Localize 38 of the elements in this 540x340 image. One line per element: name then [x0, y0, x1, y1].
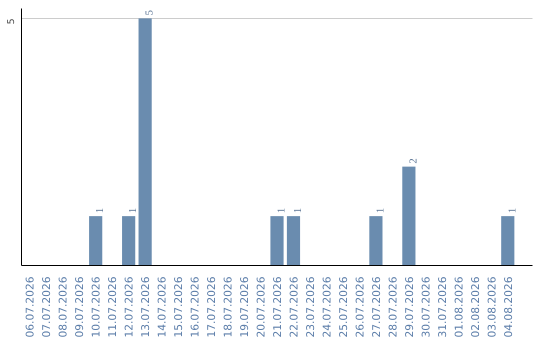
x-tick-label: 12.07.2026: [122, 276, 136, 338]
data-label: 5: [144, 10, 156, 16]
data-label: 2: [408, 158, 420, 164]
x-tick-label: 07.07.2026: [40, 276, 54, 338]
x-tick-label: 22.07.2026: [287, 276, 300, 338]
x-tick-label: 08.07.2026: [56, 276, 70, 338]
data-label: 1: [128, 208, 140, 214]
x-tick-label: 17.07.2026: [205, 276, 218, 338]
x-tick-label: 18.07.2026: [222, 276, 235, 338]
x-tick-label: 04.08.2026: [502, 276, 515, 338]
x-tick-label: 13.07.2026: [139, 276, 152, 338]
x-tick-label: 21.07.2026: [271, 276, 284, 338]
x-tick-label: 15.07.2026: [172, 276, 186, 338]
x-tick-label: 28.07.2026: [386, 276, 400, 338]
x-tick-label: 11.07.2026: [106, 276, 120, 338]
x-tick-label: 09.07.2026: [73, 276, 86, 338]
x-tick-label: 25.07.2026: [336, 276, 350, 338]
x-tick-label: 06.07.2026: [24, 276, 37, 338]
x-tick-label: 01.08.2026: [452, 276, 466, 338]
data-label: 1: [375, 208, 386, 214]
x-tick-label: 02.08.2026: [468, 276, 482, 338]
data-label: 1: [276, 208, 288, 214]
x-tick-label: 30.07.2026: [419, 276, 432, 338]
x-tick-label: 27.07.2026: [370, 276, 383, 338]
x-tick-label: 20.07.2026: [254, 276, 268, 338]
x-tick-label: 16.07.2026: [188, 276, 202, 338]
x-tick-label: 31.07.2026: [436, 276, 449, 338]
x-tick-label: 29.07.2026: [402, 276, 416, 338]
x-tick-label: 10.07.2026: [90, 276, 103, 338]
x-tick-label: 03.08.2026: [485, 276, 498, 338]
x-tick-label: 24.07.2026: [320, 276, 334, 338]
data-label: 1: [292, 208, 304, 214]
x-tick-label: 14.07.2026: [156, 276, 169, 338]
data-label: 1: [507, 208, 518, 214]
x-tick-label: 26.07.2026: [353, 276, 366, 338]
x-tick-label: 23.07.2026: [304, 276, 317, 338]
data-label: 1: [95, 208, 106, 214]
x-tick-label: 19.07.2026: [238, 276, 252, 338]
